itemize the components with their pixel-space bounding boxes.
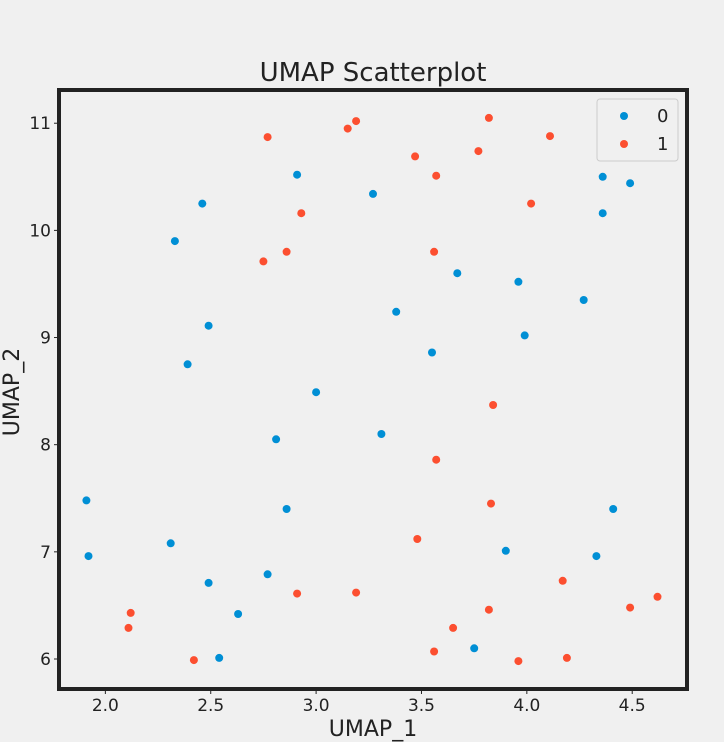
y-tick-label: 9 bbox=[40, 329, 51, 349]
data-point-series-0 bbox=[215, 653, 224, 662]
data-point-series-0 bbox=[369, 189, 377, 198]
data-point-series-0 bbox=[312, 388, 321, 397]
data-point-series-1 bbox=[189, 656, 198, 665]
data-point-series-1 bbox=[432, 455, 441, 464]
data-point-series-1 bbox=[626, 603, 635, 612]
x-axis: 2.0 2.5 3.0 3.5 4.0 4.5 bbox=[92, 689, 646, 716]
data-point-series-0 bbox=[626, 179, 635, 188]
data-point-series-0 bbox=[579, 296, 588, 304]
data-point-series-0 bbox=[598, 172, 607, 181]
data-point-series-1 bbox=[293, 589, 302, 598]
plot-area bbox=[82, 113, 662, 666]
data-point-series-0 bbox=[520, 331, 529, 340]
data-point-series-0 bbox=[501, 546, 510, 555]
x-tick-label: 2.5 bbox=[197, 696, 224, 716]
y-tick-label: 11 bbox=[29, 114, 51, 134]
legend-marker-series-1 bbox=[620, 140, 628, 148]
data-point-series-1 bbox=[343, 124, 352, 133]
data-point-series-0 bbox=[204, 321, 213, 330]
data-point-series-0 bbox=[234, 610, 243, 618]
data-point-series-1 bbox=[562, 653, 571, 662]
data-point-series-1 bbox=[489, 401, 498, 409]
data-point-series-0 bbox=[272, 435, 281, 444]
data-point-series-1 bbox=[430, 647, 439, 656]
data-point-series-0 bbox=[609, 505, 618, 513]
y-tick-label: 10 bbox=[29, 221, 51, 241]
data-point-series-0 bbox=[598, 209, 607, 218]
data-point-series-1 bbox=[449, 623, 458, 632]
chart-title: UMAP Scatterplot bbox=[260, 58, 487, 88]
y-tick-label: 6 bbox=[40, 650, 51, 670]
data-point-series-0 bbox=[183, 360, 192, 369]
data-point-series-1 bbox=[430, 247, 439, 256]
data-point-series-1 bbox=[484, 605, 493, 614]
legend-label-series-1: 1 bbox=[657, 134, 668, 155]
data-point-series-0 bbox=[453, 269, 462, 278]
y-tick-label: 7 bbox=[40, 543, 51, 563]
data-point-series-0 bbox=[204, 578, 213, 587]
data-point-series-1 bbox=[352, 588, 361, 597]
x-tick-label: 4.5 bbox=[619, 696, 646, 716]
data-point-series-0 bbox=[428, 348, 436, 357]
data-point-series-1 bbox=[352, 117, 361, 126]
data-point-series-0 bbox=[282, 505, 291, 513]
y-axis-label: UMAP_2 bbox=[0, 348, 25, 436]
data-point-series-0 bbox=[198, 199, 207, 208]
data-point-series-1 bbox=[487, 499, 495, 508]
data-point-series-1 bbox=[411, 152, 420, 161]
data-point-series-1 bbox=[653, 592, 662, 601]
data-point-series-1 bbox=[263, 133, 272, 142]
data-point-series-0 bbox=[470, 644, 479, 653]
y-axis: 6 7 8 9 10 11 bbox=[29, 114, 59, 670]
data-point-series-1 bbox=[558, 576, 567, 585]
data-point-series-1 bbox=[514, 657, 523, 666]
data-point-series-0 bbox=[82, 496, 91, 505]
legend-label-series-0: 0 bbox=[657, 106, 668, 127]
data-point-series-0 bbox=[166, 539, 175, 548]
data-point-series-1 bbox=[527, 199, 536, 208]
data-point-series-1 bbox=[124, 623, 133, 632]
data-point-series-0 bbox=[263, 570, 272, 579]
data-point-series-0 bbox=[514, 277, 523, 286]
x-tick-label: 3.5 bbox=[408, 696, 435, 716]
data-point-series-0 bbox=[170, 237, 179, 246]
legend: 01 bbox=[596, 98, 679, 162]
data-point-series-1 bbox=[413, 535, 422, 543]
data-point-series-0 bbox=[84, 552, 93, 561]
data-point-series-1 bbox=[484, 113, 493, 122]
x-axis-label: UMAP_1 bbox=[329, 717, 417, 742]
y-tick-label: 8 bbox=[40, 436, 51, 456]
data-point-series-1 bbox=[474, 147, 483, 156]
data-point-series-0 bbox=[377, 430, 386, 438]
plot-frame bbox=[57, 88, 689, 691]
data-point-series-1 bbox=[297, 209, 306, 218]
data-point-series-1 bbox=[282, 247, 291, 256]
legend-box bbox=[596, 98, 679, 162]
data-point-series-0 bbox=[293, 170, 302, 179]
data-point-series-0 bbox=[392, 307, 401, 316]
data-point-series-1 bbox=[259, 257, 268, 266]
data-point-series-1 bbox=[126, 608, 135, 617]
x-tick-label: 2.0 bbox=[92, 696, 119, 716]
data-point-series-0 bbox=[592, 552, 601, 561]
data-point-series-1 bbox=[432, 171, 441, 180]
x-tick-label: 3.0 bbox=[303, 696, 330, 716]
legend-marker-series-0 bbox=[620, 112, 628, 120]
data-point-series-1 bbox=[546, 132, 554, 141]
x-tick-label: 4.0 bbox=[513, 696, 540, 716]
